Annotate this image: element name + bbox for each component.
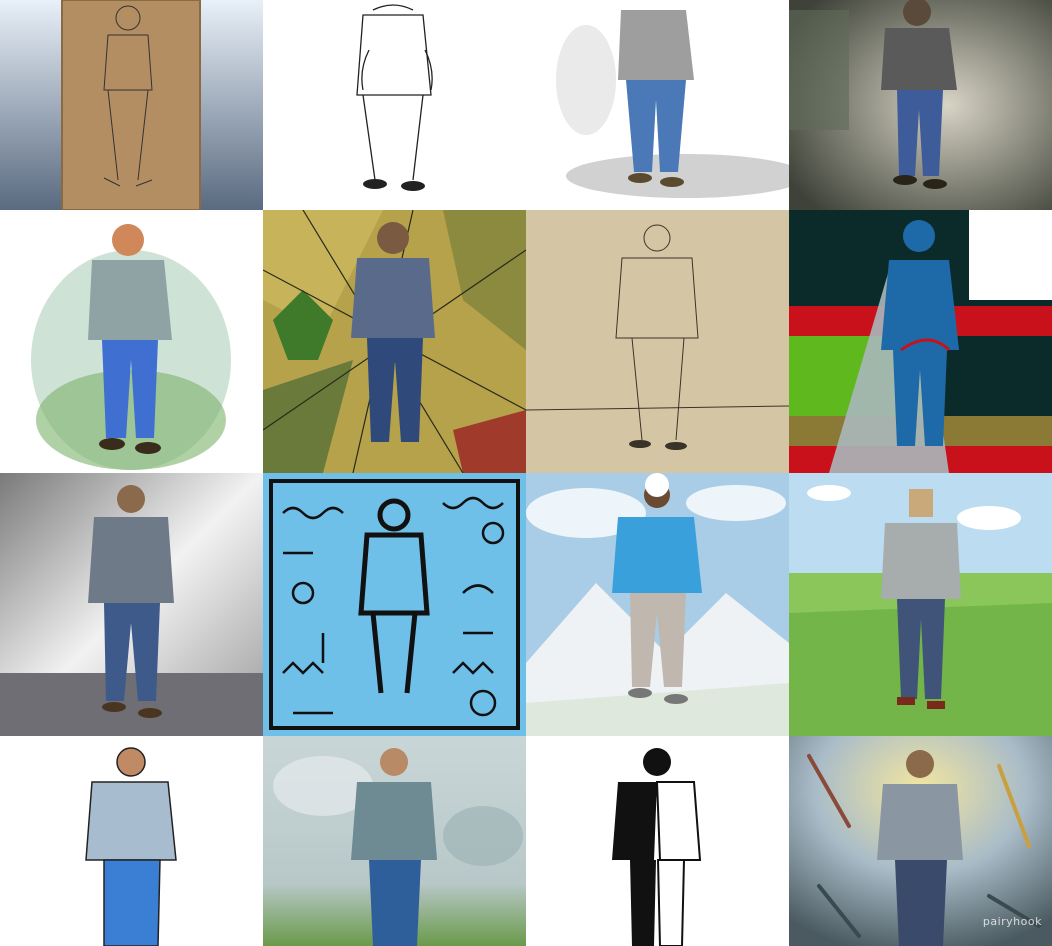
tile-watercolor-gray-blue [526, 0, 789, 210]
watermark-label: pairyhook [982, 915, 1042, 928]
tile-misty-oil-painting [263, 736, 526, 946]
tile-cardboard-sketch [0, 0, 263, 210]
tile-expressive-brush-strokes: pairyhook [789, 736, 1052, 946]
tile-flat-cutout-collage [789, 210, 1052, 473]
tile-comic-cel-shaded [0, 736, 263, 946]
tile-low-poly-3d [789, 473, 1052, 736]
tile-ink-line-drawing [263, 0, 526, 210]
tile-gray-streak-painting [0, 473, 263, 736]
tile-stained-glass-cubist [263, 210, 526, 473]
tile-mountain-watercolor [526, 473, 789, 736]
tile-black-white-stencil [526, 736, 789, 946]
tile-watercolor-vignette [0, 210, 263, 473]
tile-dark-painterly [789, 0, 1052, 210]
tile-sepia-pencil-sketch [526, 210, 789, 473]
tile-doodle-pattern [263, 473, 526, 736]
